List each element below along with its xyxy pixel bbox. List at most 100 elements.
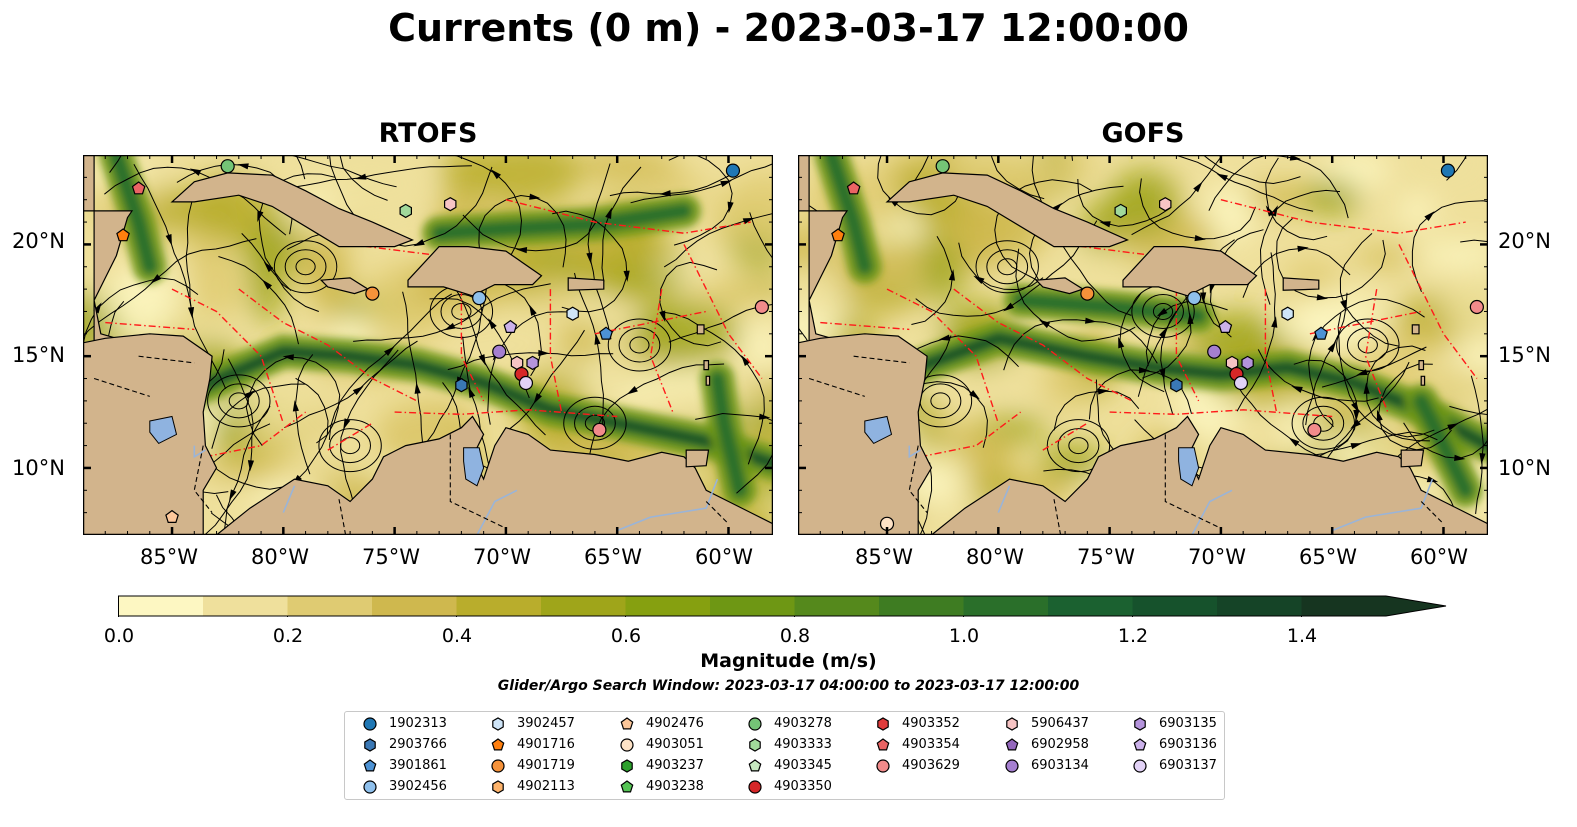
legend-label: 6903137 (1159, 758, 1217, 773)
legend-marker (1133, 738, 1147, 751)
legend-marker (491, 759, 505, 773)
cbar-tick-04: 0.4 (441, 625, 473, 647)
map-panel-rtofs[interactable] (83, 155, 773, 535)
colorbar-segment (625, 596, 711, 616)
lat-label-10n-left: 10°N (12, 456, 65, 480)
lat-label-15n-right: 15°N (1498, 343, 1551, 367)
float-marker-4901716 (831, 228, 845, 242)
legend-marker (1134, 717, 1146, 731)
legend-marker (363, 717, 377, 731)
float-legend: 1902313 2903766 3901861 3902456 3902457 49017… (344, 711, 1225, 800)
lat-label-15n-left: 15°N (12, 343, 65, 367)
legend-marker-pentagon-icon (491, 738, 505, 751)
figure-title: Currents (0 m) - 2023-03-17 12:00:00 (388, 6, 1189, 50)
legend-marker (748, 759, 762, 772)
legend-label: 2903766 (389, 737, 447, 752)
legend-marker (492, 717, 504, 731)
map-frame (83, 155, 773, 535)
cbar-tick-0: 0.0 (103, 625, 135, 647)
current-jets (798, 155, 1488, 508)
float-marker-4903629 (1469, 299, 1484, 315)
legend-marker (620, 738, 634, 752)
legend-marker (1133, 759, 1147, 773)
legend-marker (621, 759, 633, 773)
legend-label: 4901716 (517, 737, 575, 752)
map-svg-gofs (798, 155, 1488, 535)
colorbar-segment (963, 596, 1049, 616)
legend-label: 4903278 (774, 716, 832, 731)
colorbar-segment (287, 596, 373, 616)
float-marker-6903134 (492, 344, 507, 359)
map-svg-rtofs (83, 155, 773, 535)
legend-marker-circle-icon (1133, 759, 1147, 773)
float-marker-4903629 (592, 422, 607, 438)
float-marker-3902457 (566, 306, 579, 321)
legend-marker-pentagon-icon (620, 780, 634, 793)
eez-boundaries (105, 199, 763, 458)
float-marker-1902313 (725, 163, 741, 178)
legend-marker (363, 759, 377, 772)
colorbar-segment (1301, 596, 1387, 616)
float-marker-6903134 (1207, 344, 1222, 359)
lat-label-10n-right: 10°N (1498, 456, 1551, 480)
legend-marker-circle-icon (363, 717, 377, 731)
map-panel-gofs[interactable] (798, 155, 1488, 535)
legend-marker-hexagon-icon (492, 717, 504, 731)
legend-label: 5906437 (1031, 716, 1089, 731)
panel-title-rtofs: RTOFS (378, 118, 478, 149)
colorbar-segment (456, 596, 542, 616)
legend-marker-pentagon-icon (748, 759, 762, 772)
lon-label-70w-left: 70°W (473, 545, 531, 569)
cbar-tick-14: 1.4 (1286, 625, 1318, 647)
legend-marker (620, 717, 634, 730)
legend-marker (1006, 717, 1018, 731)
colorbar-svg (118, 595, 1447, 617)
legend-label: 4903051 (646, 737, 704, 752)
float-marker-6903137 (1233, 375, 1249, 391)
legend-marker (748, 780, 762, 794)
lon-label-75w-left: 75°W (362, 545, 420, 569)
legend-marker-pentagon-icon (620, 717, 634, 730)
legend-label: 4903352 (902, 716, 960, 731)
float-marker-4903354 (846, 181, 861, 195)
legend-label: 4901719 (517, 758, 575, 773)
cbar-tick-02: 0.2 (272, 625, 304, 647)
legend-marker-pentagon-icon (1005, 738, 1019, 751)
legend-marker (877, 717, 889, 731)
float-marker-4902476 (165, 509, 179, 523)
legend-label: 1902313 (389, 716, 447, 731)
legend-label: 4902113 (517, 779, 575, 794)
float-marker-1902313 (1440, 163, 1456, 178)
legend-marker-circle-icon (748, 780, 762, 794)
float-marker-3902456 (1187, 290, 1202, 306)
cbar-tick-08: 0.8 (779, 625, 811, 647)
colorbar-segment (372, 596, 457, 616)
float-marker-6903136 (503, 319, 518, 333)
lon-label-80w-right: 80°W (966, 545, 1024, 569)
legend-marker (748, 717, 762, 731)
legend-marker-hexagon-icon (749, 738, 761, 752)
legend-label: 4903345 (774, 758, 832, 773)
legend-label: 4903238 (646, 779, 704, 794)
float-marker-4901719 (365, 286, 380, 301)
legend-marker-hexagon-icon (877, 717, 889, 731)
legend-marker-circle-icon (620, 738, 634, 752)
legend-label: 3901861 (389, 758, 447, 773)
legend-marker-circle-icon (363, 780, 377, 794)
legend-label: 6903134 (1031, 758, 1089, 773)
float-markers (831, 159, 1484, 531)
colorbar-segment (879, 596, 964, 616)
legend-marker (491, 738, 505, 751)
legend-marker-hexagon-icon (364, 738, 376, 752)
lon-label-85w-left: 85°W (140, 545, 198, 569)
legend-label: 6902958 (1031, 737, 1089, 752)
float-marker-6903136 (1218, 319, 1233, 333)
legend-marker-hexagon-icon (621, 759, 633, 773)
land (83, 155, 773, 535)
colorbar-segment (203, 596, 288, 616)
legend-label: 4903350 (774, 779, 832, 794)
float-marker-4903354 (131, 181, 146, 195)
colorbar-segment (1217, 596, 1302, 616)
colorbar-segment (710, 596, 795, 616)
legend-marker (876, 759, 890, 773)
